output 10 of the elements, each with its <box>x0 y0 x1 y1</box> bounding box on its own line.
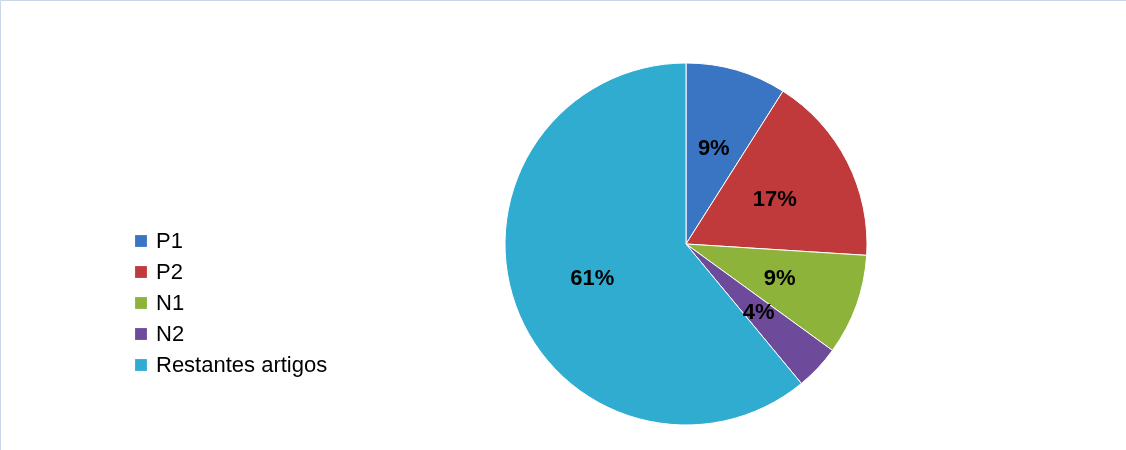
data-label: 9% <box>697 135 730 161</box>
data-label: 17% <box>752 185 797 211</box>
legend-label: Restantes artigos <box>156 352 328 377</box>
data-label: 9% <box>763 264 796 290</box>
legend-label: P2 <box>156 259 183 284</box>
legend-label: N2 <box>156 321 185 346</box>
data-label: 4% <box>742 299 775 325</box>
legend-label: N1 <box>156 290 185 315</box>
data-label: 61% <box>570 264 615 290</box>
legend-label: P1 <box>156 228 183 253</box>
